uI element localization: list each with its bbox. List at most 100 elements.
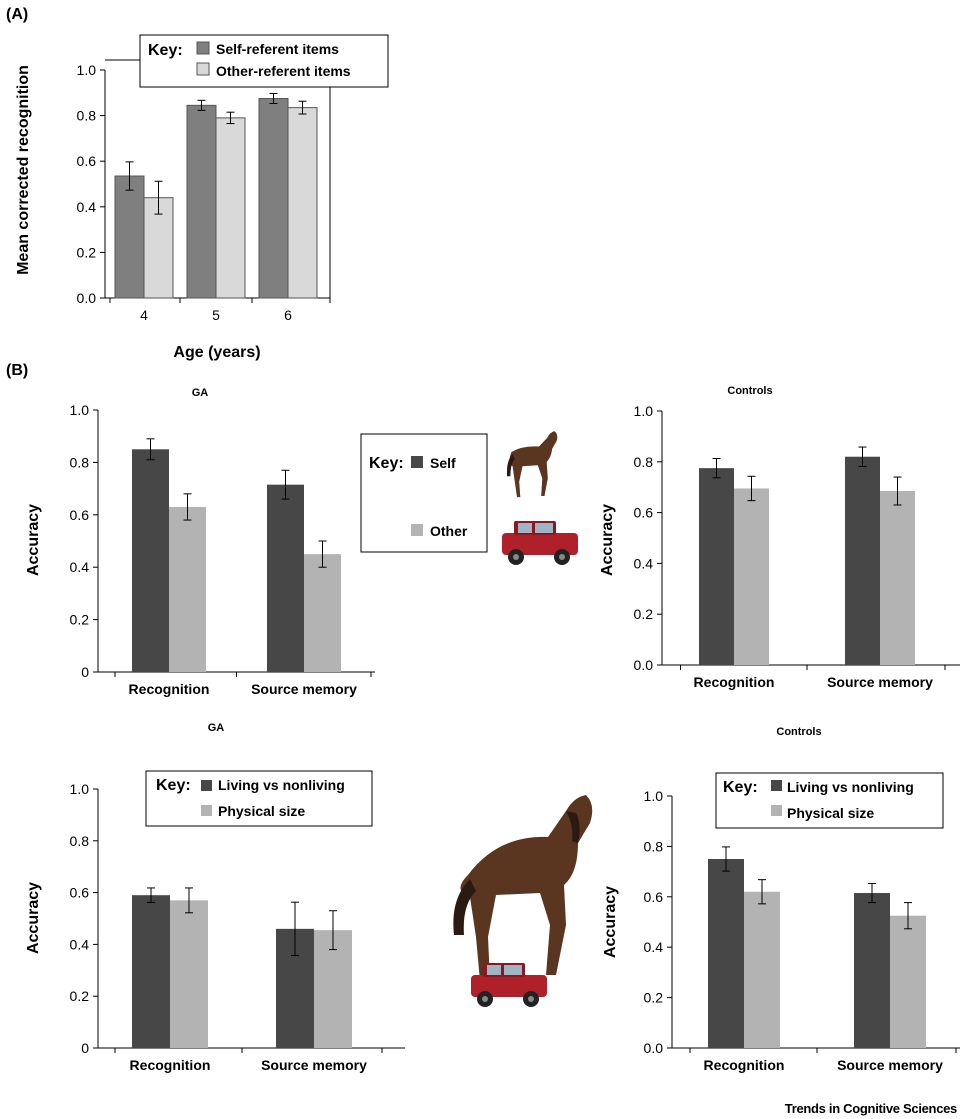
legend-entry-1: Self-referent items: [216, 41, 339, 57]
y-tick-label: 1.0: [644, 788, 664, 804]
x-tick-label: 6: [284, 307, 292, 323]
y-tick-label: 0.2: [70, 612, 90, 628]
bar-source-memory-series-2: [304, 554, 341, 672]
x-tick-label: Source memory: [827, 674, 933, 690]
y-tick-label: 0.4: [70, 559, 90, 575]
y-tick-label: 0.4: [70, 936, 90, 952]
y-tick-label: 1.0: [70, 781, 90, 797]
chart-a: 0.0 0.2 0.4 0.6 0.8 1.0 Mean corrected recogni…: [15, 34, 389, 361]
legend-box: [715, 772, 944, 829]
legend-key-label: Key:: [156, 777, 191, 794]
legend-swatch-2: [771, 805, 782, 816]
legend-entry-2: Physical size: [787, 805, 874, 821]
y-tick-label: 1.0: [70, 402, 90, 418]
chart-b-ga-self-other: GA 0 0.2 0.4 0.6 0.8 1.0 Accuracy Recognition Sou…: [25, 387, 488, 697]
y-tick-label: 0.0: [634, 657, 654, 673]
x-tick-label: Recognition: [694, 674, 775, 690]
y-tick-label: 0.6: [634, 505, 654, 521]
bar-recognition-series-1: [699, 468, 734, 665]
legend-swatch-1: [771, 780, 782, 791]
y-tick-label: 0.2: [634, 606, 654, 622]
legend-swatch-1: [411, 456, 423, 468]
bar-6-series-2: [287, 107, 318, 299]
legend-box: [145, 770, 373, 827]
y-tick-label: 0: [81, 664, 89, 680]
bar-5-series-1: [186, 104, 217, 299]
legend-swatch-1: [201, 780, 212, 791]
y-tick-label: 0.2: [70, 988, 90, 1004]
y-tick-label: 0.8: [644, 838, 664, 854]
bar-recognition-series-1: [132, 895, 170, 1048]
y-tick-label: 0.8: [634, 454, 654, 470]
journal-credit: Trends in Cognitive Sciences: [785, 1101, 957, 1116]
bar-recognition-series-2: [744, 891, 780, 1048]
chart-title: Controls: [776, 726, 821, 738]
panel-label-b: (B): [6, 362, 28, 379]
chart-b-controls-self-other: Controls 0.0 0.2 0.4 0.6 0.8 1.0 Accuracy Recogn…: [599, 385, 960, 690]
legend-key-label: Key:: [369, 455, 404, 472]
jeep-image: [502, 521, 578, 565]
y-tick-label: 0.8: [70, 833, 90, 849]
x-tick-label: 5: [212, 307, 220, 323]
y-tick-label: 0.0: [77, 290, 97, 306]
y-tick-label: 0.2: [77, 244, 97, 260]
y-tick-label: 1.0: [77, 62, 97, 78]
legend-swatch-2: [196, 62, 210, 76]
y-axis-title: Accuracy: [599, 504, 616, 576]
y-axis-title: Accuracy: [25, 882, 42, 954]
bar-5-series-2: [215, 117, 246, 299]
bar-recognition-series-2: [170, 900, 208, 1048]
chart-title: GA: [208, 722, 225, 734]
panel-label-a: (A): [6, 6, 28, 23]
legend-key-label: Key:: [148, 42, 183, 59]
bar-6-series-1: [258, 98, 289, 299]
jeep-image: [471, 963, 547, 1007]
chart-title: Controls: [727, 385, 772, 397]
y-tick-label: 0.8: [70, 454, 90, 470]
legend-key-label: Key:: [723, 779, 758, 796]
x-tick-label: Recognition: [129, 681, 210, 697]
bar-source-memory-series-2: [890, 915, 926, 1048]
y-tick-label: 0.6: [70, 507, 90, 523]
legend-swatch-1: [196, 41, 210, 55]
bar-recognition-series-2: [734, 488, 769, 665]
y-axis-title: Accuracy: [602, 886, 619, 958]
legend-box: [360, 433, 488, 553]
y-tick-label: 0.8: [77, 108, 97, 124]
bar-recognition-series-2: [169, 506, 206, 672]
bar-source-memory-series-1: [267, 484, 304, 672]
legend-entry-1: Living vs nonliving: [218, 777, 345, 793]
chart-b-controls-living-size: Controls 0.0 0.2 0.4 0.6 0.8 1.0 Accuracy Recogn…: [602, 726, 960, 1073]
x-tick-label: Source memory: [261, 1057, 367, 1073]
horse-image: [453, 795, 593, 981]
legend-swatch-2: [201, 805, 212, 816]
legend-entry-1: Living vs nonliving: [787, 779, 914, 795]
chart-b-ga-living-size: GA 0 0.2 0.4 0.6 0.8 1.0 Accuracy Recognition Sou…: [25, 722, 405, 1073]
bar-source-memory-series-2: [880, 491, 915, 665]
x-axis-title: Age (years): [173, 344, 260, 361]
y-axis-title: Accuracy: [25, 504, 42, 576]
y-tick-label: 0: [81, 1040, 89, 1056]
y-tick-label: 1.0: [634, 403, 654, 419]
legend-swatch-2: [411, 524, 423, 536]
y-tick-label: 0.0: [644, 1040, 664, 1056]
bar-source-memory-series-1: [845, 456, 880, 665]
x-tick-label: 4: [140, 307, 148, 323]
horse-image: [506, 431, 558, 498]
y-axis-title: Mean corrected recognition: [15, 65, 32, 275]
y-tick-label: 0.6: [77, 153, 97, 169]
bar-source-memory-series-1: [854, 893, 890, 1048]
y-tick-label: 0.4: [77, 199, 97, 215]
y-tick-label: 0.4: [644, 939, 664, 955]
x-tick-label: Recognition: [130, 1057, 211, 1073]
bar-recognition-series-1: [132, 449, 169, 672]
bar-recognition-series-1: [708, 859, 744, 1048]
legend-entry-1: Self: [430, 455, 456, 471]
legend-entry-2: Physical size: [218, 803, 305, 819]
y-tick-label: 0.2: [644, 990, 664, 1006]
x-tick-label: Recognition: [704, 1057, 785, 1073]
legend-entry-2: Other-referent items: [216, 63, 351, 79]
y-tick-label: 0.6: [70, 885, 90, 901]
legend-entry-2: Other: [430, 523, 468, 539]
